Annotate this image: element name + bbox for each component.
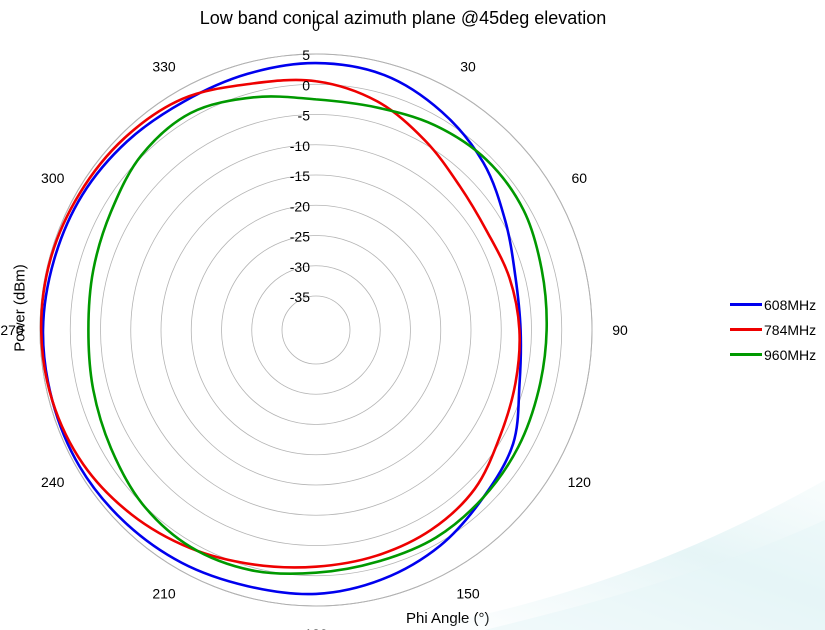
radial-grid-ring xyxy=(281,295,351,365)
radial-tick-label: 5 xyxy=(302,47,310,63)
legend-label: 784MHz xyxy=(764,321,817,338)
angular-tick-label: 60 xyxy=(571,170,587,186)
polar-outer-ring xyxy=(39,53,593,607)
radial-grid-ring xyxy=(69,83,563,577)
angular-tick-label: 300 xyxy=(41,170,65,186)
legend-label: 960MHz xyxy=(764,346,817,363)
legend-label: 608MHz xyxy=(764,296,817,313)
radial-tick-label: -20 xyxy=(290,198,310,214)
angular-tick-label: 240 xyxy=(41,474,65,490)
legend-item: 608MHz xyxy=(730,292,816,317)
x-axis-label: Phi Angle (°) xyxy=(406,610,490,627)
radial-grid-ring xyxy=(221,235,411,425)
angular-tick-label: 120 xyxy=(568,474,592,490)
radial-grid-ring xyxy=(100,114,532,546)
radial-tick-label: -15 xyxy=(290,168,310,184)
y-axis-label: Power (dBm) xyxy=(11,264,29,352)
angular-tick-label: 30 xyxy=(460,59,476,75)
legend: 608MHz 784MHz 960MHz xyxy=(730,292,816,367)
radial-tick-label: 0 xyxy=(302,77,310,93)
series-line-784MHz xyxy=(39,78,521,569)
legend-swatch xyxy=(730,303,762,306)
angular-tick-label: 210 xyxy=(152,585,176,601)
series-line-608MHz xyxy=(41,61,523,596)
angular-tick-label: 330 xyxy=(152,59,176,75)
angular-tick-label: 180 xyxy=(304,626,328,630)
angular-tick-label: 270 xyxy=(0,322,24,338)
angular-tick-label: 0 xyxy=(312,18,320,34)
radial-tick-label: -25 xyxy=(290,229,310,245)
radial-tick-label: -5 xyxy=(298,108,311,124)
radial-grid-ring xyxy=(130,144,502,516)
legend-swatch xyxy=(730,353,762,356)
series-line-960MHz xyxy=(87,95,549,576)
legend-item: 784MHz xyxy=(730,317,816,342)
angular-tick-label: 90 xyxy=(612,322,628,338)
radial-grid-ring xyxy=(39,53,593,607)
radial-tick-label: -35 xyxy=(290,289,310,305)
angular-tick-label: 150 xyxy=(456,585,480,601)
legend-swatch xyxy=(730,328,762,331)
radial-grid-ring xyxy=(190,204,442,456)
legend-item: 960MHz xyxy=(730,342,816,367)
radial-grid-ring xyxy=(160,174,472,486)
radial-tick-label: -30 xyxy=(290,259,310,275)
radial-grid-ring xyxy=(251,265,381,395)
radial-tick-label: -10 xyxy=(290,138,310,154)
chart-title: Low band conical azimuth plane @45deg el… xyxy=(199,8,607,28)
